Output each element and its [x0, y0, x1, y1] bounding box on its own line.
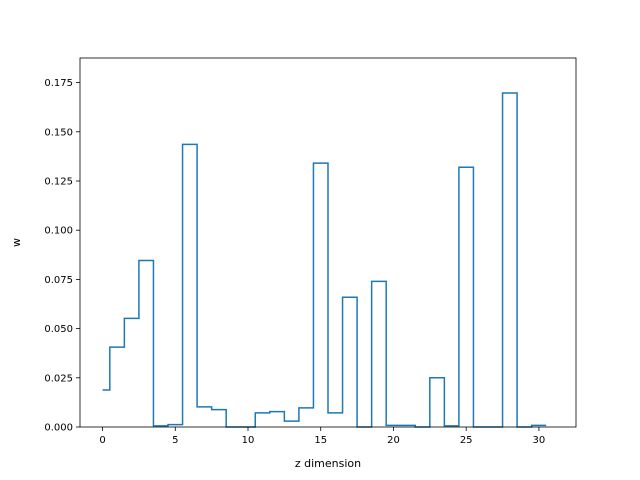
- x-tick-label: 20: [387, 435, 400, 446]
- series-line-0: [102, 92, 547, 428]
- y-axis-label: w: [10, 238, 23, 247]
- y-tick-label: 0.000: [44, 423, 73, 434]
- y-tick-label: 0.125: [44, 177, 73, 188]
- x-axis-label: z dimension: [295, 457, 361, 470]
- y-tick-label: 0.150: [44, 127, 73, 138]
- y-tick-label: 0.075: [44, 275, 73, 286]
- y-tick-label: 0.025: [44, 373, 73, 384]
- x-tick-label: 0: [99, 435, 105, 446]
- x-tick-label: 25: [460, 435, 473, 446]
- x-tick-label: 5: [172, 435, 178, 446]
- y-tick-label: 0.175: [44, 78, 73, 89]
- x-tick-label: 10: [242, 435, 255, 446]
- y-tick-label: 0.100: [44, 226, 73, 237]
- y-tick-label: 0.050: [44, 324, 73, 335]
- plot-area: [102, 92, 547, 428]
- axes: 0 5 10 15 20 25 30 0.000 0.025 0.050 0.075 0.100 0.1…: [44, 57, 577, 446]
- x-tick-label: 15: [314, 435, 327, 446]
- axes-frame: [79, 57, 577, 428]
- x-tick-label: 30: [533, 435, 546, 446]
